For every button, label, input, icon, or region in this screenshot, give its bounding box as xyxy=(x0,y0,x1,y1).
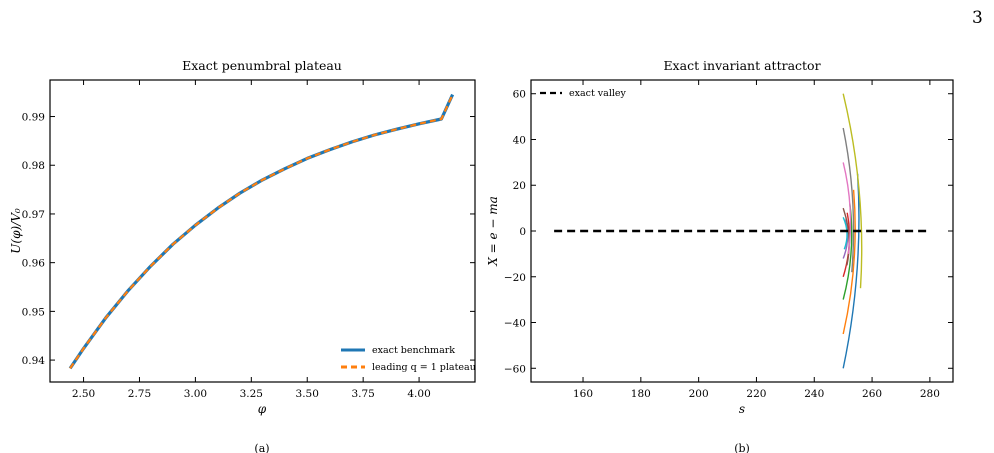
x-tick-label: 3.00 xyxy=(184,388,207,400)
chart-a-plot-area xyxy=(68,93,455,370)
chart-b-legend: exact valley xyxy=(540,88,627,99)
chart-b-plot-area xyxy=(554,93,930,369)
chart-a-title: Exact penumbral plateau xyxy=(182,58,342,73)
x-tick-label: 220 xyxy=(746,388,766,400)
chart-a-ylabel: U(φ)/V₀ xyxy=(9,208,23,254)
x-tick-label: 180 xyxy=(631,388,651,400)
y-tick-label: −20 xyxy=(504,272,526,284)
y-tick-label: 0.99 xyxy=(22,112,45,124)
x-tick-label: 4.00 xyxy=(407,388,430,400)
y-tick-label: 0.98 xyxy=(22,160,45,172)
chart-a-frame xyxy=(49,79,476,383)
panel-a: Exact penumbral plateau 2.50 2.75 3.00 3.25… xyxy=(9,58,476,453)
trajectory-line-9 xyxy=(842,217,848,250)
legend-a-label-1: leading q = 1 plateau xyxy=(372,362,476,373)
chart-a-legend: exact benchmark leading q = 1 plateau xyxy=(341,345,476,373)
trajectory-line-0 xyxy=(842,173,860,369)
trajectory-line-8 xyxy=(842,93,863,289)
legend-a-label-0: exact benchmark xyxy=(372,345,455,356)
x-tick-label: 260 xyxy=(862,388,882,400)
y-tick-label: 0.96 xyxy=(22,258,46,270)
subfigure-label-b: (b) xyxy=(734,442,750,453)
x-tick-label: 2.75 xyxy=(128,388,151,400)
chart-b-ticks: 160 180 200 220 240 260 280 −60 −40 −20 0 20 40 60 xyxy=(504,80,953,400)
x-tick-label: 160 xyxy=(573,388,593,400)
trajectory-line-1 xyxy=(842,189,856,335)
x-tick-label: 3.75 xyxy=(351,388,374,400)
x-tick-label: 3.25 xyxy=(240,388,263,400)
chart-b-title: Exact invariant attractor xyxy=(663,58,820,73)
y-tick-label: 20 xyxy=(513,180,526,192)
y-tick-label: −40 xyxy=(504,318,526,330)
panel-b: Exact invariant attractor 160 180 200 220 24… xyxy=(486,58,954,453)
series-line-1 xyxy=(69,94,454,370)
y-tick-label: 60 xyxy=(513,89,526,101)
chart-b-xlabel: s xyxy=(739,402,745,416)
legend-b-label-0: exact valley xyxy=(569,88,627,99)
x-tick-label: 280 xyxy=(920,388,940,400)
y-tick-label: 0.94 xyxy=(22,355,46,367)
x-tick-label: 200 xyxy=(689,388,709,400)
x-tick-label: 240 xyxy=(804,388,824,400)
chart-a-ticks: 2.50 2.75 3.00 3.25 3.50 3.75 4.00 0.94 0.95 0.96… xyxy=(22,80,475,400)
y-tick-label: 40 xyxy=(513,134,526,146)
chart-a-xlabel: φ xyxy=(258,402,267,416)
x-tick-label: 2.50 xyxy=(72,388,95,400)
trajectory-line-5 xyxy=(842,207,850,266)
trajectory-line-6 xyxy=(842,162,852,254)
x-tick-label: 3.50 xyxy=(296,388,319,400)
y-tick-label: 0.97 xyxy=(22,209,45,221)
chart-b-ylabel: X = e − ma xyxy=(486,196,500,267)
y-tick-label: −60 xyxy=(504,363,526,375)
series-line-0 xyxy=(68,93,455,370)
y-tick-label: 0.95 xyxy=(22,306,45,318)
subfigure-label-a: (a) xyxy=(254,442,269,453)
y-tick-label: 0 xyxy=(519,226,526,238)
trajectory-line-7 xyxy=(842,127,855,273)
page-number: 3 xyxy=(972,8,983,28)
